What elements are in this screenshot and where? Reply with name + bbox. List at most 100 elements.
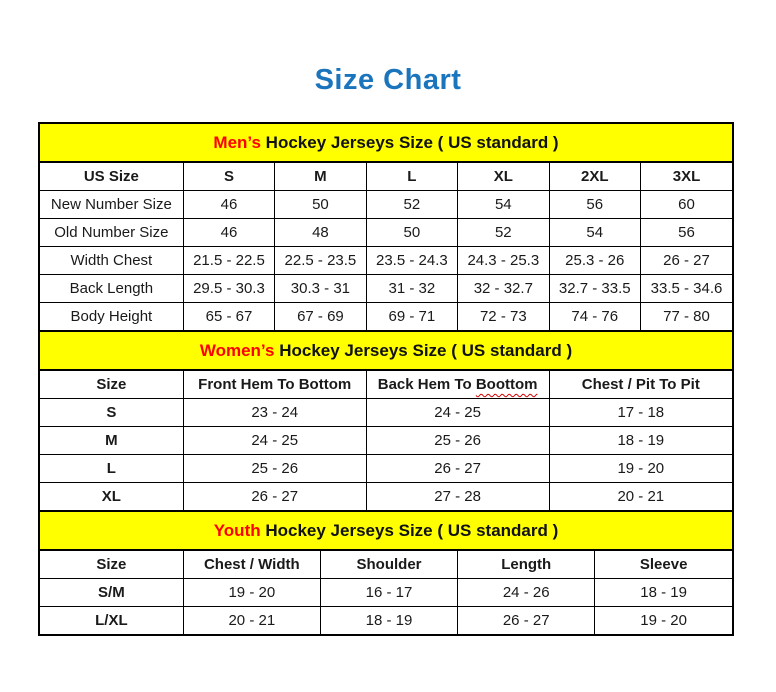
table-row: Width Chest 21.5 - 22.5 22.5 - 23.5 23.5 - … [40,246,732,275]
data-cell: 18 - 19 [319,606,459,634]
column-header: Back Hem To Boottom [365,371,550,399]
heading-accent-text: Women’s [199,341,275,360]
data-cell: 24 - 25 [365,398,550,427]
data-cell: 26 - 27 [457,606,596,634]
row-label: S/M [40,578,184,607]
table-row: Back Length 29.5 - 30.3 30.3 - 31 31 - 32 32… [40,274,732,303]
data-cell: 46 [182,218,276,247]
size-chart-tables: Men’s Hockey Jerseys Size ( US standard … [38,122,734,636]
data-cell: 18 - 19 [594,578,732,607]
misspelled-word: Boottom [475,376,538,393]
data-cell: 30.3 - 31 [274,274,367,303]
column-header: 2XL [548,163,642,191]
data-cell: 22.5 - 23.5 [274,246,367,275]
data-cell: 48 [274,218,367,247]
data-cell: 77 - 80 [640,302,732,330]
section-mens: Men’s Hockey Jerseys Size ( US standard … [40,124,732,330]
data-cell: 50 [274,190,367,219]
column-header: Shoulder [319,551,459,579]
column-header: Size [40,371,184,399]
column-header: M [274,163,367,191]
table-row: M 24 - 25 25 - 26 18 - 19 [40,426,732,455]
row-label: L/XL [40,606,184,634]
data-cell: 72 - 73 [457,302,550,330]
youth-size-table: Size Chest / Width Shoulder Length Sleeve S/M… [40,551,732,634]
column-header: 3XL [640,163,732,191]
row-label: Width Chest [40,246,184,275]
row-label: L [40,454,184,483]
data-cell: 24 - 26 [457,578,596,607]
heading-accent-text: Youth [213,521,261,540]
table-row: L/XL 20 - 21 18 - 19 26 - 27 19 - 20 [40,606,732,634]
header-row: Size Front Hem To Bottom Back Hem To Boott… [40,371,732,399]
data-cell: 24 - 25 [182,426,367,455]
womens-size-table: Size Front Hem To Bottom Back Hem To Boott… [40,371,732,510]
data-cell: 31 - 32 [365,274,459,303]
row-label: S [40,398,184,427]
data-cell: 46 [182,190,276,219]
table-row: Body Height 65 - 67 67 - 69 69 - 71 72 - 73 7… [40,302,732,330]
data-cell: 32 - 32.7 [457,274,550,303]
data-cell: 20 - 21 [182,606,321,634]
data-cell: 18 - 19 [548,426,732,455]
row-label: XL [40,482,184,510]
data-cell: 24.3 - 25.3 [457,246,550,275]
data-cell: 19 - 20 [182,578,321,607]
header-row: US Size S M L XL 2XL 3XL [40,163,732,191]
column-header: Length [457,551,596,579]
row-label: Body Height [40,302,184,330]
column-header: S [182,163,276,191]
data-cell: 16 - 17 [319,578,459,607]
column-header: XL [457,163,550,191]
data-cell: 56 [548,190,642,219]
section-heading-youth: Youth Hockey Jerseys Size ( US standard … [40,510,732,551]
row-label: Back Length [40,274,184,303]
data-cell: 52 [457,218,550,247]
data-cell: 26 - 27 [182,482,367,510]
data-cell: 26 - 27 [640,246,732,275]
table-row: XL 26 - 27 27 - 28 20 - 21 [40,482,732,510]
data-cell: 25 - 26 [365,426,550,455]
data-cell: 33.5 - 34.6 [640,274,732,303]
data-cell: 65 - 67 [182,302,276,330]
data-cell: 27 - 28 [365,482,550,510]
data-cell: 74 - 76 [548,302,642,330]
table-row: L 25 - 26 26 - 27 19 - 20 [40,454,732,483]
data-cell: 17 - 18 [548,398,732,427]
data-cell: 21.5 - 22.5 [182,246,276,275]
table-row: New Number Size 46 50 52 54 56 60 [40,190,732,219]
data-cell: 23.5 - 24.3 [365,246,459,275]
data-cell: 23 - 24 [182,398,367,427]
row-label: Old Number Size [40,218,184,247]
column-header: US Size [40,163,184,191]
heading-rest-text: Hockey Jerseys Size ( US standard ) [274,341,573,360]
data-cell: 56 [640,218,732,247]
data-cell: 52 [365,190,459,219]
data-cell: 25 - 26 [182,454,367,483]
row-label: New Number Size [40,190,184,219]
column-header: L [365,163,459,191]
section-heading-mens: Men’s Hockey Jerseys Size ( US standard … [40,124,732,163]
column-header: Sleeve [594,551,732,579]
heading-rest-text: Hockey Jerseys Size ( US standard ) [260,521,559,540]
column-header: Chest / Width [182,551,321,579]
data-cell: 25.3 - 26 [548,246,642,275]
mens-size-table: US Size S M L XL 2XL 3XL New Number Size 46 50 52 5… [40,163,732,330]
data-cell: 29.5 - 30.3 [182,274,276,303]
header-row: Size Chest / Width Shoulder Length Sleeve [40,551,732,579]
section-heading-womens: Women’s Hockey Jerseys Size ( US standar… [40,330,732,371]
data-cell: 26 - 27 [365,454,550,483]
row-label: M [40,426,184,455]
data-cell: 60 [640,190,732,219]
data-cell: 50 [365,218,459,247]
page-title: Size Chart [314,64,462,96]
data-cell: 67 - 69 [274,302,367,330]
data-cell: 32.7 - 33.5 [548,274,642,303]
heading-accent-text: Men’s [213,133,261,152]
data-cell: 54 [548,218,642,247]
table-row: S/M 19 - 20 16 - 17 24 - 26 18 - 19 [40,578,732,607]
heading-rest-text: Hockey Jerseys Size ( US standard ) [260,133,559,152]
column-header: Front Hem To Bottom [182,371,367,399]
column-header: Chest / Pit To Pit [548,371,732,399]
data-cell: 20 - 21 [548,482,732,510]
